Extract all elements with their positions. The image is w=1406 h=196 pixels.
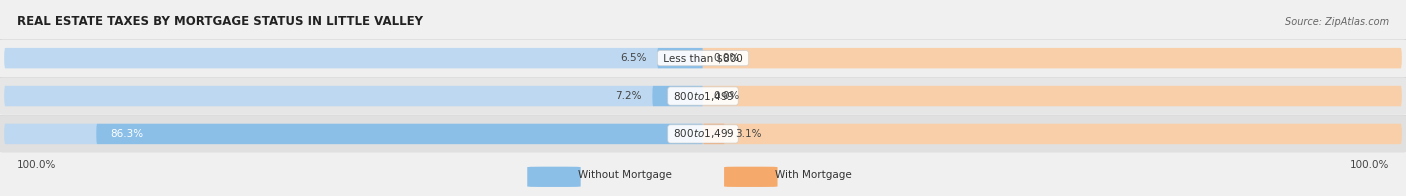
FancyBboxPatch shape <box>703 120 725 148</box>
Text: 6.5%: 6.5% <box>620 53 647 63</box>
Text: 0.0%: 0.0% <box>713 91 740 101</box>
FancyBboxPatch shape <box>703 120 1406 148</box>
FancyBboxPatch shape <box>97 120 703 148</box>
FancyBboxPatch shape <box>652 82 703 110</box>
Text: With Mortgage: With Mortgage <box>775 170 852 180</box>
FancyBboxPatch shape <box>657 44 703 73</box>
FancyBboxPatch shape <box>703 44 1406 73</box>
Text: 3.1%: 3.1% <box>735 129 762 139</box>
Text: 86.3%: 86.3% <box>110 129 143 139</box>
Text: Source: ZipAtlas.com: Source: ZipAtlas.com <box>1285 16 1389 27</box>
Text: 0.0%: 0.0% <box>713 53 740 63</box>
Text: REAL ESTATE TAXES BY MORTGAGE STATUS IN LITTLE VALLEY: REAL ESTATE TAXES BY MORTGAGE STATUS IN … <box>17 15 423 28</box>
FancyBboxPatch shape <box>0 44 703 73</box>
FancyBboxPatch shape <box>0 82 703 110</box>
Text: $800 to $1,499: $800 to $1,499 <box>671 90 735 103</box>
FancyBboxPatch shape <box>724 167 778 187</box>
Text: 100.0%: 100.0% <box>17 160 56 170</box>
Text: Without Mortgage: Without Mortgage <box>578 170 672 180</box>
FancyBboxPatch shape <box>703 82 1406 110</box>
Text: Less than $800: Less than $800 <box>659 53 747 63</box>
Text: $800 to $1,499: $800 to $1,499 <box>671 127 735 140</box>
Text: 7.2%: 7.2% <box>616 91 643 101</box>
FancyBboxPatch shape <box>527 167 581 187</box>
Text: 100.0%: 100.0% <box>1350 160 1389 170</box>
FancyBboxPatch shape <box>0 120 703 148</box>
